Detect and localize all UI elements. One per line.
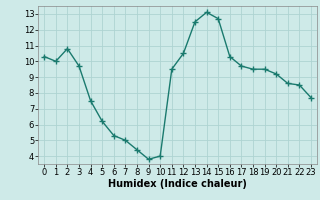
X-axis label: Humidex (Indice chaleur): Humidex (Indice chaleur) xyxy=(108,179,247,189)
